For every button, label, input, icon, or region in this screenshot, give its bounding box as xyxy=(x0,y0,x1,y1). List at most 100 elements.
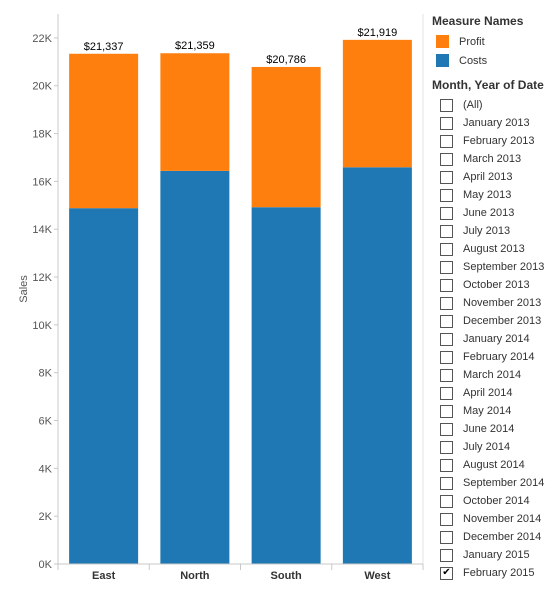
y-tick-label: 12K xyxy=(32,272,52,284)
bar-profit-south[interactable] xyxy=(251,66,321,208)
checkbox-icon[interactable] xyxy=(440,332,453,346)
bar-costs-north[interactable] xyxy=(160,170,230,564)
checkbox-icon[interactable] xyxy=(440,368,453,382)
checkbox-icon[interactable] xyxy=(440,404,453,418)
filter-option[interactable]: January 2014 xyxy=(432,330,554,348)
legend-title: Measure Names xyxy=(432,14,524,28)
checkbox-checked-icon[interactable]: ✔ xyxy=(440,566,453,580)
legend-item-costs[interactable]: Costs xyxy=(432,51,554,70)
filter-option[interactable]: May 2014 xyxy=(432,402,554,420)
bar-costs-south[interactable] xyxy=(251,207,321,564)
filter-option-label: January 2014 xyxy=(463,333,530,345)
filter-list: (All) January 2013 February 2013 March 2013… xyxy=(432,96,554,582)
filter-option-label: (All) xyxy=(463,99,483,111)
total-label-north: $21,359 xyxy=(175,40,215,52)
filter-option[interactable]: October 2013 xyxy=(432,276,554,294)
stacked-bar-chart: Sales 0K 2K 4K 6K 8K 10K 12K 14K 16K 18K 20K 22K $2… xyxy=(18,14,424,582)
filter-option-label: November 2014 xyxy=(463,513,542,525)
filter-option[interactable]: June 2014 xyxy=(432,420,554,438)
filter-option-label: September 2013 xyxy=(463,261,545,273)
y-tick-label: 22K xyxy=(32,33,52,45)
checkbox-icon[interactable] xyxy=(440,476,453,490)
bar-profit-west[interactable] xyxy=(342,39,412,168)
filter-option-label: June 2014 xyxy=(463,423,515,435)
filter-option-label: December 2014 xyxy=(463,531,542,543)
y-tick-label: 20K xyxy=(32,81,52,93)
checkbox-icon[interactable] xyxy=(440,242,453,256)
filter-option[interactable]: December 2013 xyxy=(432,312,554,330)
filter-option[interactable]: January 2015 xyxy=(432,546,554,564)
color-legend: Measure Names Profit Costs xyxy=(432,14,554,70)
filter-option[interactable]: September 2014 xyxy=(432,474,554,492)
filter-option[interactable]: November 2014 xyxy=(432,510,554,528)
checkbox-icon[interactable] xyxy=(440,134,453,148)
checkbox-icon[interactable] xyxy=(440,440,453,454)
checkbox-icon[interactable] xyxy=(440,260,453,274)
bars xyxy=(69,39,412,565)
bar-profit-east[interactable] xyxy=(69,53,139,209)
checkbox-icon[interactable] xyxy=(440,206,453,220)
filter-option[interactable]: February 2013 xyxy=(432,132,554,150)
checkbox-icon[interactable] xyxy=(440,152,453,166)
x-category-label: West xyxy=(364,570,390,582)
checkbox-icon[interactable] xyxy=(440,278,453,292)
bar-profit-north[interactable] xyxy=(160,53,230,171)
filter-option[interactable]: September 2013 xyxy=(432,258,554,276)
filter-option-label: February 2013 xyxy=(463,135,535,147)
checkbox-icon[interactable] xyxy=(440,188,453,202)
x-category-label: East xyxy=(92,570,116,582)
filter-option[interactable]: March 2014 xyxy=(432,366,554,384)
filter-option-label: January 2013 xyxy=(463,117,530,129)
filter-option[interactable]: May 2013 xyxy=(432,186,554,204)
filter-option-label: May 2014 xyxy=(463,405,512,417)
filter-option-label: June 2013 xyxy=(463,207,515,219)
checkbox-icon[interactable] xyxy=(440,548,453,562)
checkbox-icon[interactable] xyxy=(440,296,453,310)
filter-option[interactable]: (All) xyxy=(432,96,554,114)
filter-option[interactable]: October 2014 xyxy=(432,492,554,510)
checkbox-icon[interactable] xyxy=(440,458,453,472)
checkbox-icon[interactable] xyxy=(440,530,453,544)
filter-title: Month, Year of Date xyxy=(432,78,544,92)
filter-option[interactable]: November 2013 xyxy=(432,294,554,312)
y-axis-label: Sales xyxy=(18,275,30,303)
filter-option[interactable]: December 2014 xyxy=(432,528,554,546)
checkbox-icon[interactable] xyxy=(440,512,453,526)
bar-costs-west[interactable] xyxy=(342,167,412,565)
total-label-south: $20,786 xyxy=(266,54,306,66)
filter-option-label: March 2014 xyxy=(463,369,522,381)
checkbox-icon[interactable] xyxy=(440,350,453,364)
checkbox-icon[interactable] xyxy=(440,224,453,238)
checkbox-icon[interactable] xyxy=(440,170,453,184)
filter-option-label: February 2014 xyxy=(463,351,535,363)
filter-option[interactable]: April 2014 xyxy=(432,384,554,402)
checkbox-icon[interactable] xyxy=(440,422,453,436)
y-tick-label: 14K xyxy=(32,224,52,236)
legend-swatch xyxy=(436,54,449,67)
checkbox-icon[interactable] xyxy=(440,494,453,508)
checkbox-icon[interactable] xyxy=(440,314,453,328)
filter-option-label: October 2014 xyxy=(463,495,530,507)
filter-option-label: July 2013 xyxy=(463,225,511,237)
filter-option[interactable]: July 2014 xyxy=(432,438,554,456)
y-tick-label: 18K xyxy=(32,129,52,141)
filter-option[interactable]: June 2013 xyxy=(432,204,554,222)
filter-option-label: August 2013 xyxy=(463,243,525,255)
x-category-label: North xyxy=(180,570,210,582)
filter-option[interactable]: July 2013 xyxy=(432,222,554,240)
legend-item-profit[interactable]: Profit xyxy=(432,32,554,51)
filter-option[interactable]: January 2013 xyxy=(432,114,554,132)
bar-costs-east[interactable] xyxy=(69,208,139,564)
filter-option[interactable]: ✔ February 2015 xyxy=(432,564,554,582)
y-tick-label: 10K xyxy=(32,320,52,332)
legend-label: Profit xyxy=(459,35,485,48)
filter-option[interactable]: February 2014 xyxy=(432,348,554,366)
checkbox-icon[interactable] xyxy=(440,98,453,112)
filter-option[interactable]: March 2013 xyxy=(432,150,554,168)
checkbox-icon[interactable] xyxy=(440,386,453,400)
filter-option-label: April 2013 xyxy=(463,171,513,183)
checkbox-icon[interactable] xyxy=(440,116,453,130)
filter-option[interactable]: August 2013 xyxy=(432,240,554,258)
filter-option[interactable]: April 2013 xyxy=(432,168,554,186)
filter-option[interactable]: August 2014 xyxy=(432,456,554,474)
